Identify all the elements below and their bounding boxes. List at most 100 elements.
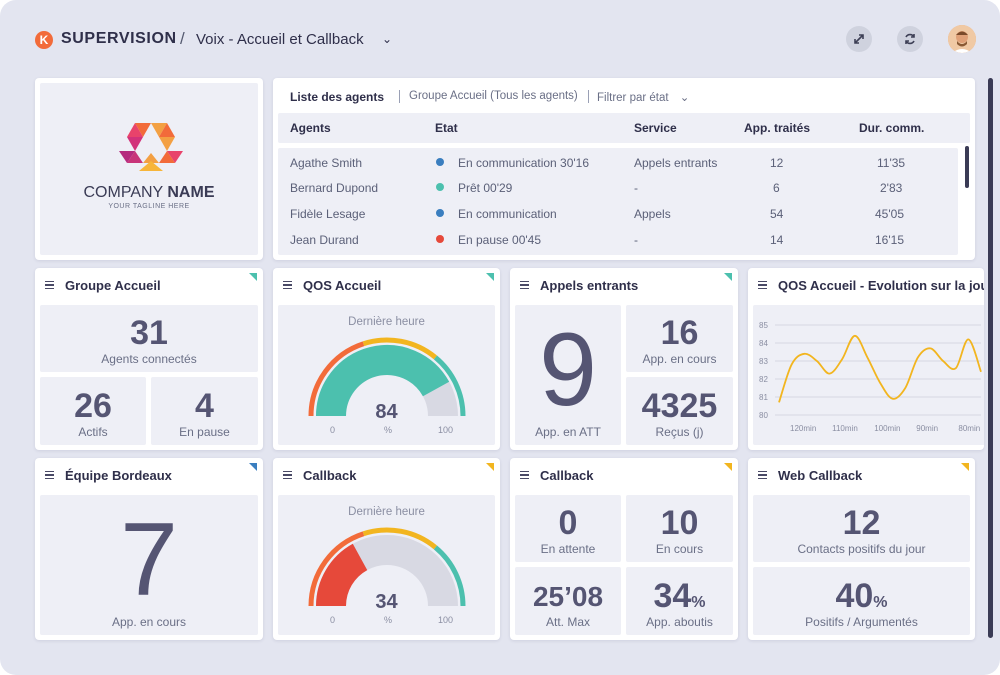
gauge-min-label: 0 [330, 615, 336, 625]
group-filter[interactable]: Groupe Accueil (Tous les agents) [409, 90, 578, 102]
refresh-icon [905, 33, 915, 45]
qos-chart-panel: 85 84 83 82 81 80 120min 110min 100min 90min 80min [753, 305, 984, 445]
page-scrollbar-track[interactable] [988, 78, 993, 638]
card-title: Web Callback [778, 468, 863, 483]
web-callback-card: Web Callback 12 Contacts positifs du jou… [748, 458, 975, 640]
groupe-accueil-card: Groupe Accueil 31 Agents connectés 26 Ac… [35, 268, 263, 450]
app-logo-icon: K [35, 31, 53, 49]
gauge-min-label: 0 [330, 425, 336, 435]
calls-received-tile: 4325 Reçus (j) [626, 377, 733, 445]
qos-accueil-card: QOS Accueil Dernière heure 84 0 % 100 [273, 268, 500, 450]
expand-icon [854, 34, 864, 44]
active-agents-tile: 26 Actifs [40, 377, 146, 445]
user-avatar[interactable] [948, 25, 976, 53]
app-brand[interactable]: SUPERVISION [61, 30, 177, 47]
menu-icon[interactable] [45, 471, 54, 479]
agent-list-card: Liste des agents Groupe Accueil (Tous le… [273, 78, 975, 260]
x-tick-label: 110min [832, 424, 858, 433]
status-flag [961, 463, 969, 471]
gauge-value: 34 [375, 591, 398, 613]
gauge-value-fill [316, 345, 450, 417]
breadcrumb-dashboard-name[interactable]: Voix - Accueil et Callback [196, 31, 364, 48]
y-tick-label: 80 [759, 411, 768, 420]
col-agents[interactable]: Agents [290, 121, 331, 135]
x-tick-label: 120min [790, 424, 816, 433]
gauge-band-mid [362, 337, 438, 360]
menu-icon[interactable] [758, 281, 767, 289]
menu-icon[interactable] [520, 281, 529, 289]
agent-table-header: Agents Etat Service App. traités Dur. co… [278, 113, 970, 143]
x-tick-label: 90min [916, 424, 938, 433]
gauge-unit: % [384, 425, 393, 435]
callback-max-wait-tile: 25’08 Att. Max [515, 567, 621, 635]
status-flag [724, 273, 732, 281]
gauge-unit: % [384, 615, 393, 625]
status-flag [486, 463, 494, 471]
user-avatar-icon [948, 25, 976, 53]
web-rate-tile: 40% Positifs / Argumentés [753, 567, 970, 635]
table-row[interactable]: Jean Durand En pause 00'45 - 14 16'15 [290, 233, 904, 247]
page-scrollbar-thumb[interactable] [988, 78, 993, 638]
table-scrollbar-thumb[interactable] [965, 146, 969, 188]
company-logo-card: COMPANY NAME YOUR TAGLINE HERE [35, 78, 263, 260]
gauge-band-low [308, 341, 365, 417]
gauge-band-high [433, 545, 466, 607]
company-logo-icon [119, 123, 183, 171]
gauge-caption: Dernière heure [348, 316, 425, 328]
menu-icon[interactable] [283, 281, 292, 289]
callback-gauge [308, 527, 466, 607]
card-title: Groupe Accueil [65, 278, 161, 293]
pause-agents-tile: 4 En pause [151, 377, 258, 445]
y-tick-label: 82 [759, 375, 768, 384]
breadcrumb-separator: / [180, 29, 185, 48]
chevron-down-icon[interactable]: ⌄ [382, 32, 393, 46]
col-handled[interactable]: App. traités [744, 121, 811, 135]
y-tick-label: 84 [759, 339, 768, 348]
menu-icon[interactable] [283, 471, 292, 479]
gauge-band-high [433, 355, 466, 417]
callback-current-tile: 10 En cours [626, 495, 733, 562]
card-title: Callback [540, 468, 594, 483]
status-dot [436, 158, 444, 166]
equipe-bordeaux-card: Équipe Bordeaux 7 App. en cours [35, 458, 263, 640]
menu-icon[interactable] [520, 471, 529, 479]
menu-icon[interactable] [45, 281, 54, 289]
web-positive-tile: 12 Contacts positifs du jour [753, 495, 970, 562]
status-dot [436, 183, 444, 191]
qos-gauge [308, 337, 466, 417]
calls-current-tile: 16 App. en cours [626, 305, 733, 372]
table-row[interactable]: Fidèle Lesage En communication Appels 54… [290, 207, 904, 221]
col-etat[interactable]: Etat [435, 121, 458, 135]
state-filter-dropdown[interactable]: Filtrer par état ⌄ [597, 92, 690, 104]
callback-waiting-tile: 0 En attente [515, 495, 621, 562]
qos-series-line [778, 334, 982, 403]
fullscreen-button[interactable] [846, 26, 872, 52]
qos-evolution-card: QOS Accueil - Evolution sur la journée 8… [748, 268, 984, 450]
callback-success-tile: 34% App. aboutis [626, 567, 733, 635]
table-row[interactable]: Bernard Dupond Prêt 00'29 - 6 2'83 [290, 181, 903, 195]
top-header: K SUPERVISION / Voix - Accueil et Callba… [0, 0, 1000, 78]
callback-gauge-panel: Dernière heure 34 0 % 100 [278, 495, 495, 635]
y-tick-label: 83 [759, 357, 768, 366]
appels-entrants-card: Appels entrants 9 App. en ATT 16 App. en… [510, 268, 738, 450]
x-tick-label: 100min [874, 424, 900, 433]
col-service[interactable]: Service [634, 121, 677, 135]
company-name: COMPANY NAME [83, 184, 215, 201]
table-row[interactable]: Agathe Smith En communication 30'16 Appe… [290, 156, 906, 170]
chevron-down-icon: ⌄ [679, 92, 690, 104]
refresh-button[interactable] [897, 26, 923, 52]
status-flag [249, 463, 257, 471]
agent-list-title: Liste des agents [290, 90, 385, 104]
agent-table-body: Agathe Smith En communication 30'16 Appe… [278, 148, 958, 255]
bordeaux-calls-tile: 7 App. en cours [40, 495, 258, 635]
divider [399, 90, 400, 103]
gauge-max-label: 100 [438, 615, 454, 625]
qos-gauge-panel: Dernière heure 84 0 % 100 [278, 305, 495, 445]
col-duration[interactable]: Dur. comm. [859, 121, 925, 135]
status-flag [249, 273, 257, 281]
calls-waiting-tile: 9 App. en ATT [515, 305, 621, 445]
gauge-value: 84 [375, 401, 398, 423]
status-flag [486, 273, 494, 281]
menu-icon[interactable] [758, 471, 767, 479]
